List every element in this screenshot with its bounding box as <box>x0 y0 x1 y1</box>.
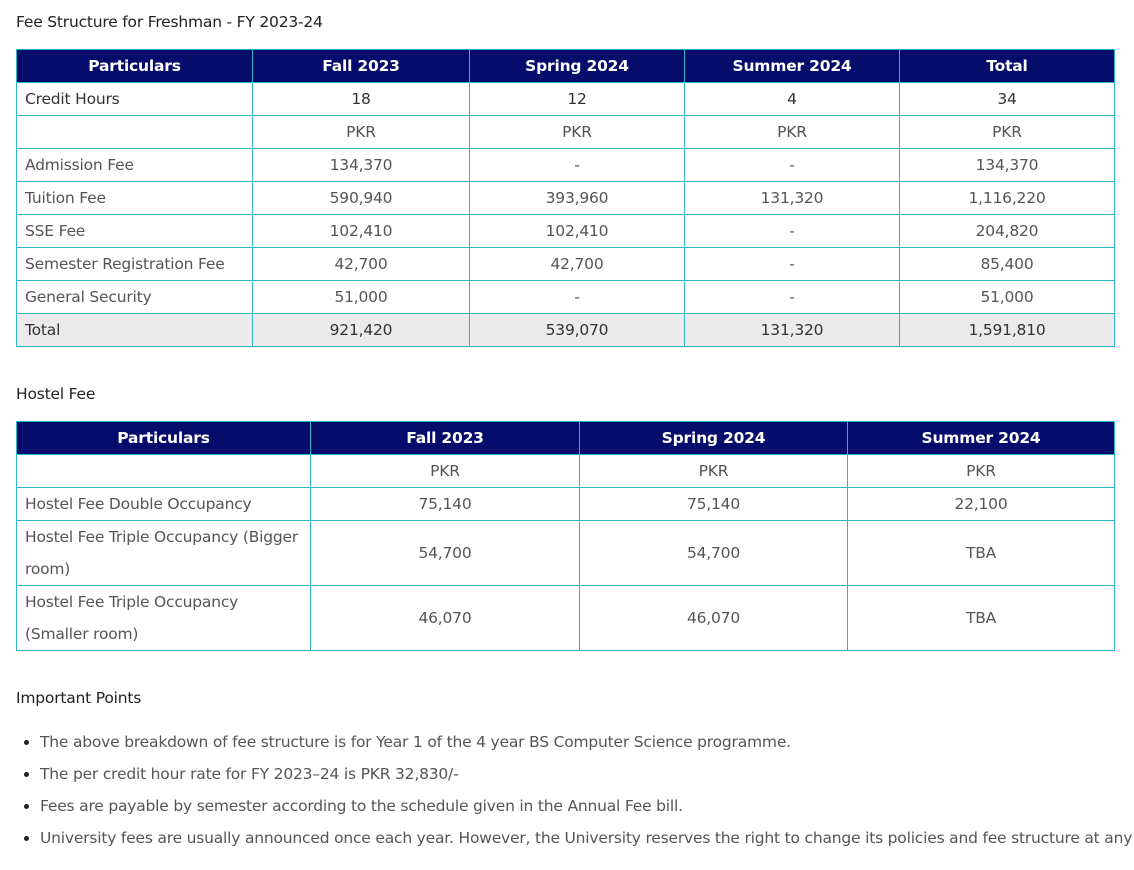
table-cell: PKR <box>469 115 685 149</box>
column-header: Summer 2024 <box>847 421 1115 455</box>
hostel-fee-table: Particulars Fall 2023 Spring 2024 Summer… <box>16 421 1115 651</box>
hostel-fee-title: Hostel Fee <box>16 385 96 403</box>
important-points-list: The above breakdown of fee structure is … <box>16 726 1134 854</box>
table-row: Hostel Fee Triple Occupancy (Bigger room… <box>16 520 1115 586</box>
row-label: SSE Fee <box>16 214 253 248</box>
row-label: Credit Hours <box>16 82 253 116</box>
column-header: Particulars <box>16 421 311 455</box>
table-cell: PKR <box>684 115 900 149</box>
table-cell: 131,320 <box>684 181 900 215</box>
table-cell: 42,700 <box>469 247 685 281</box>
row-label <box>16 115 253 149</box>
table-cell: - <box>684 280 900 314</box>
fee-structure-table: Particulars Fall 2023 Spring 2024 Summer… <box>16 49 1115 347</box>
column-header: Spring 2024 <box>579 421 848 455</box>
table-cell: 46,070 <box>310 585 580 651</box>
table-row: Hostel Fee Double Occupancy 75,140 75,14… <box>16 487 1115 521</box>
table-cell: PKR <box>899 115 1115 149</box>
table-cell: - <box>469 280 685 314</box>
table-row: Admission Fee 134,370 - - 134,370 <box>16 148 1115 182</box>
currency-row: PKR PKR PKR PKR <box>16 115 1115 149</box>
table-header-row: Particulars Fall 2023 Spring 2024 Summer… <box>16 49 1115 83</box>
row-label: Tuition Fee <box>16 181 253 215</box>
table-cell: - <box>684 214 900 248</box>
important-points-title: Important Points <box>16 689 142 707</box>
table-row: Tuition Fee 590,940 393,960 131,320 1,11… <box>16 181 1115 215</box>
table-cell: 54,700 <box>310 520 580 586</box>
total-row: Total 921,420 539,070 131,320 1,591,810 <box>16 313 1115 347</box>
table-cell: TBA <box>847 520 1115 586</box>
currency-row: PKR PKR PKR <box>16 454 1115 488</box>
table-cell: PKR <box>579 454 848 488</box>
column-header: Summer 2024 <box>684 49 900 83</box>
table-cell: 12 <box>469 82 685 116</box>
table-cell: PKR <box>252 115 470 149</box>
table-cell: 102,410 <box>252 214 470 248</box>
list-item: University fees are usually announced on… <box>40 822 1134 854</box>
table-cell: 921,420 <box>252 313 470 347</box>
row-label: Admission Fee <box>16 148 253 182</box>
row-label: Hostel Fee Triple Occupancy (Smaller roo… <box>16 585 311 651</box>
table-cell: 102,410 <box>469 214 685 248</box>
table-cell: 51,000 <box>899 280 1115 314</box>
table-cell: - <box>684 247 900 281</box>
table-cell: - <box>469 148 685 182</box>
column-header: Fall 2023 <box>310 421 580 455</box>
table-cell: 75,140 <box>310 487 580 521</box>
table-cell: - <box>684 148 900 182</box>
table-cell: 46,070 <box>579 585 848 651</box>
table-cell: 204,820 <box>899 214 1115 248</box>
table-cell: 134,370 <box>899 148 1115 182</box>
column-header: Fall 2023 <box>252 49 470 83</box>
table-cell: 4 <box>684 82 900 116</box>
table-cell: 131,320 <box>684 313 900 347</box>
table-cell: 539,070 <box>469 313 685 347</box>
table-cell: PKR <box>310 454 580 488</box>
table-cell: 1,591,810 <box>899 313 1115 347</box>
fee-structure-title: Fee Structure for Freshman - FY 2023-24 <box>16 13 323 31</box>
table-row: SSE Fee 102,410 102,410 - 204,820 <box>16 214 1115 248</box>
table-cell: PKR <box>847 454 1115 488</box>
table-cell: 85,400 <box>899 247 1115 281</box>
list-item: The above breakdown of fee structure is … <box>40 726 1134 758</box>
table-cell: 22,100 <box>847 487 1115 521</box>
row-label: Total <box>16 313 253 347</box>
table-cell: 51,000 <box>252 280 470 314</box>
table-cell: TBA <box>847 585 1115 651</box>
credit-hours-row: Credit Hours 18 12 4 34 <box>16 82 1115 116</box>
table-cell: 75,140 <box>579 487 848 521</box>
row-label: Hostel Fee Triple Occupancy (Bigger room… <box>16 520 311 586</box>
column-header: Particulars <box>16 49 253 83</box>
table-cell: 42,700 <box>252 247 470 281</box>
table-cell: 393,960 <box>469 181 685 215</box>
table-header-row: Particulars Fall 2023 Spring 2024 Summer… <box>16 421 1115 455</box>
list-item: Fees are payable by semester according t… <box>40 790 1134 822</box>
table-cell: 18 <box>252 82 470 116</box>
column-header: Spring 2024 <box>469 49 685 83</box>
table-row: General Security 51,000 - - 51,000 <box>16 280 1115 314</box>
row-label: Hostel Fee Double Occupancy <box>16 487 311 521</box>
table-cell: 590,940 <box>252 181 470 215</box>
column-header: Total <box>899 49 1115 83</box>
table-cell: 54,700 <box>579 520 848 586</box>
row-label: Semester Registration Fee <box>16 247 253 281</box>
list-item: The per credit hour rate for FY 2023–24 … <box>40 758 1134 790</box>
row-label <box>16 454 311 488</box>
table-row: Hostel Fee Triple Occupancy (Smaller roo… <box>16 585 1115 651</box>
row-label: General Security <box>16 280 253 314</box>
table-row: Semester Registration Fee 42,700 42,700 … <box>16 247 1115 281</box>
table-cell: 1,116,220 <box>899 181 1115 215</box>
table-cell: 134,370 <box>252 148 470 182</box>
table-cell: 34 <box>899 82 1115 116</box>
